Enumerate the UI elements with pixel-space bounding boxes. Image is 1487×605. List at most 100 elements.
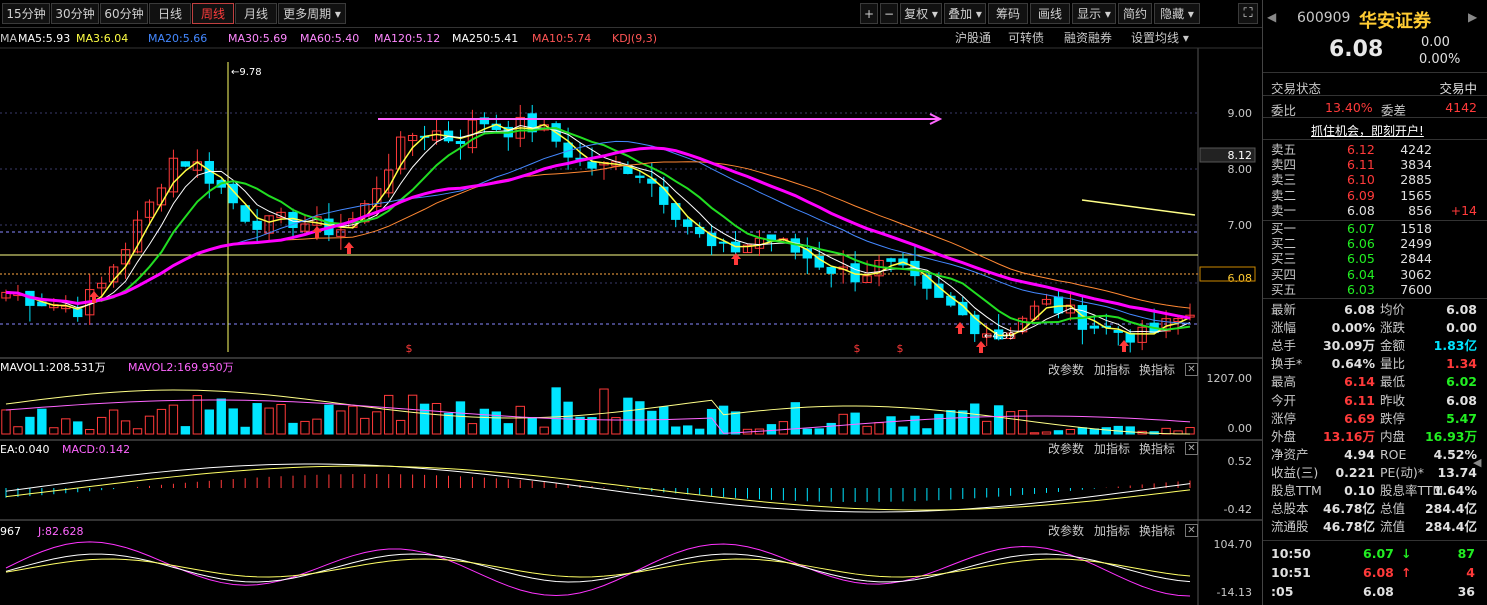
tool-button-2[interactable]: 复权 ▾ [900,3,942,24]
tool-button-0[interactable]: + [860,3,878,24]
volume-bar [647,410,657,435]
bid-label: 买一 [1271,221,1297,236]
candle-body [336,229,346,237]
period-tab-6[interactable]: 更多周期 ▾ [278,3,346,24]
quick-link-1[interactable]: 可转债 [1008,31,1045,45]
dif-line [5,463,1191,513]
tool-button-8[interactable]: 隐藏 ▾ [1154,3,1200,24]
stock-name: 华安证券 [1359,11,1431,32]
panel-0-btn-0[interactable]: 改参数 [1048,363,1085,377]
ask-volume: 4242 [1400,142,1432,157]
panel-close-icon[interactable]: ✕ [1185,442,1198,455]
period-tab-0[interactable]: 15分钟 [2,3,50,24]
status-label: 交易状态 [1271,81,1322,96]
tool-button-1[interactable]: − [880,3,898,24]
candle-body [706,232,717,247]
buy-arrow-icon [955,322,965,334]
candle-body [683,219,693,227]
buy-arrow-icon [312,226,322,238]
buy-arrow-icon [1119,340,1129,352]
volume-bar [13,426,23,435]
tool-button-7[interactable]: 简约 [1118,3,1152,24]
volume-bar [252,403,262,435]
panel-close-icon[interactable]: ✕ [1185,363,1198,376]
volume-bar [527,417,537,435]
panel-1-btn-0[interactable]: 改参数 [1048,442,1085,456]
volume-bar [96,416,107,435]
volume-bar [611,417,621,435]
stat-label: 股息率TTM [1380,483,1444,498]
panel-2-btn-2[interactable]: 换指标 [1139,524,1176,538]
tool-button-3[interactable]: 叠加 ▾ [944,3,986,24]
ma3-line [5,123,1191,337]
period-tab-2[interactable]: 60分钟 [100,3,148,24]
ma120-label: MA120:5.12 [374,32,441,45]
panel-0-btn-2[interactable]: 换指标 [1139,363,1176,377]
period-tab-1[interactable]: 30分钟 [51,3,99,24]
volume-bar [874,422,884,435]
candle-body [120,249,131,265]
stat-value: 6.14 [1344,374,1375,390]
bid-price: 6.05 [1347,251,1375,267]
stat-label: 最高 [1271,374,1297,390]
ma250-label: MA250:5.41 [452,32,519,45]
bid-label: 买五 [1271,281,1297,297]
quick-link-0[interactable]: 沪股通 [955,31,992,45]
ask-price: 6.10 [1347,172,1375,188]
stat-label: 最新 [1271,302,1297,317]
tool-button-5[interactable]: 画线 [1030,3,1070,24]
stat-value: 6.08 [1344,302,1375,317]
bid-label: 买四 [1271,266,1297,282]
ask-label: 卖五 [1271,142,1297,157]
side-expand-icon[interactable]: ◀ [1473,456,1482,469]
candle-body [1125,332,1135,343]
quick-link-3[interactable]: 设置均线 ▾ [1131,31,1189,45]
panel-2-btn-0[interactable]: 改参数 [1048,524,1085,538]
candle-body [73,308,83,318]
panel-1-btn-1[interactable]: 加指标 [1094,442,1131,456]
period-tab-5[interactable]: 月线 [235,3,277,24]
candle-body [671,203,681,220]
ma5-label: MA5:5.93 [18,32,71,45]
bid-volume: 2499 [1400,236,1432,252]
signal-marker: $ [897,342,904,355]
stat-label: 流通股 [1271,519,1309,535]
stat-value: 6.11 [1344,392,1375,408]
volume-bar [694,428,705,435]
tool-button-6[interactable]: 显示 ▾ [1072,3,1116,24]
next-icon[interactable]: ▶ [1468,10,1478,24]
price-axis-label: 6.08 [1228,272,1253,285]
stat-value: 13.74 [1437,464,1477,480]
volume-bar [300,420,310,435]
collapse-icon[interactable]: ◀ [1267,10,1277,24]
stat-value: 46.78亿 [1322,501,1375,517]
volume-bar [348,405,358,435]
panel-close-icon[interactable]: ✕ [1185,524,1198,537]
volume-bar [850,412,860,435]
panel-0-btn-1[interactable]: 加指标 [1094,363,1131,377]
stat-label: 总股本 [1271,501,1309,517]
volume-bar [384,394,394,435]
stat-value: 30.09万 [1322,338,1375,354]
stat-label: 最低 [1380,374,1406,390]
volume-bar [144,415,155,435]
candle-body [96,282,107,289]
resistance-arrow-icon [929,113,943,125]
fullscreen-icon[interactable]: ⛶ [1238,3,1258,24]
tool-button-4[interactable]: 筹码 [988,3,1028,24]
stat-label: 股息TTM [1271,483,1322,498]
ask-label: 卖一 [1271,202,1297,218]
period-tab-4[interactable]: 周线 [192,3,234,24]
price-axis-label: 7.00 [1228,219,1253,232]
volume-bar [216,398,226,435]
quick-link-2[interactable]: 融资融券 [1064,31,1113,45]
period-tab-3[interactable]: 日线 [149,3,191,24]
kline-chart[interactable]: $ $ $ ←9.78 ←4.99 9.00 8.00 7.00 6.08 8.12 1207.00… [0,0,1262,605]
panel-2-btn-1[interactable]: 加指标 [1094,524,1131,538]
volume-bar [156,408,167,435]
panel-1-btn-2[interactable]: 换指标 [1139,442,1176,456]
open-account-link[interactable]: 抓住机会，即刻开户! [1311,124,1424,138]
volume-bar [204,409,214,435]
stat-label: 量比 [1380,356,1406,372]
kdj-axis-max: 104.70 [1214,538,1253,551]
